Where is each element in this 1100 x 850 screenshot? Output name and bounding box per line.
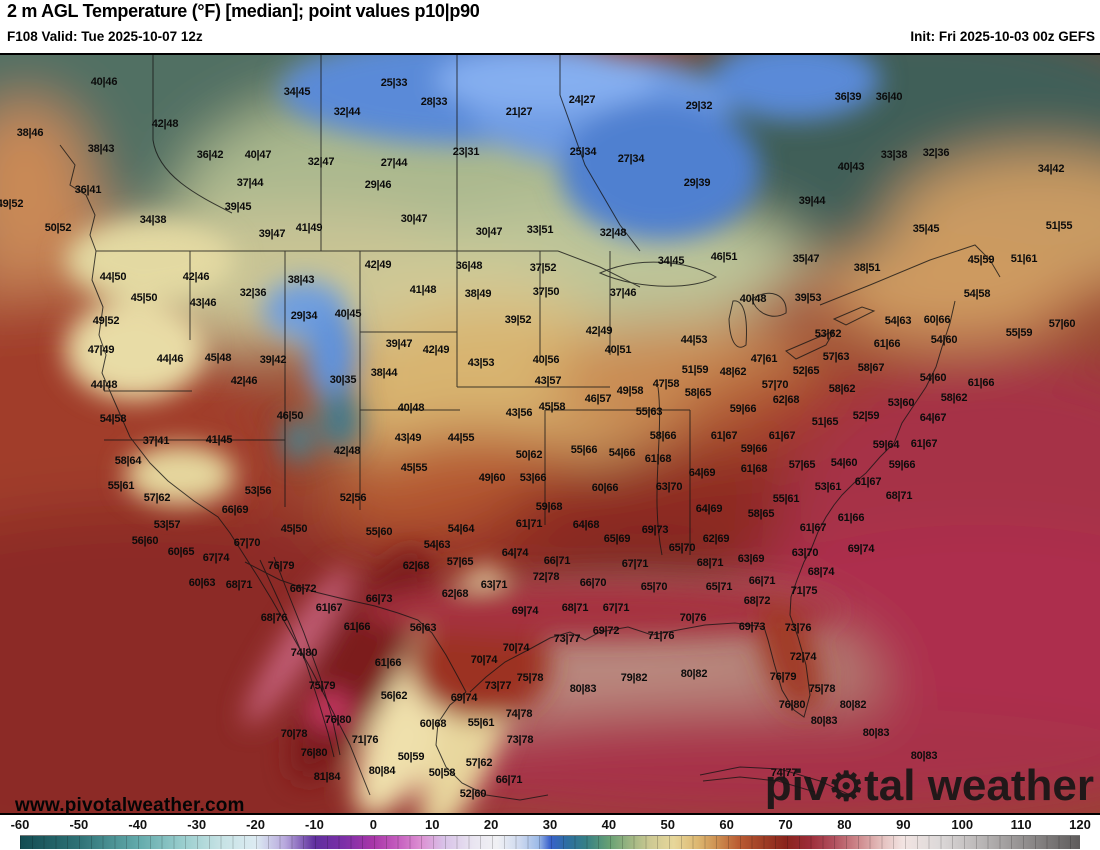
init-time: Init: Fri 2025-10-03 00z GEFS <box>910 29 1095 44</box>
colorbar-tick: 110 <box>1010 817 1032 832</box>
colorbar-gradient <box>20 835 1080 849</box>
map-title: 2 m AGL Temperature (°F) [median]; point… <box>7 1 480 21</box>
colorbar-tick: 50 <box>660 817 675 832</box>
colorbar-tick: 80 <box>837 817 852 832</box>
colorbar-tick: -20 <box>246 817 265 832</box>
colorbar-tick: 0 <box>369 817 377 832</box>
colorbar-tick: -30 <box>187 817 207 832</box>
colorbar-tick: -40 <box>128 817 148 832</box>
brand-watermark: piv⚙tal weather <box>765 764 1094 808</box>
gear-icon: ⚙ <box>828 765 865 809</box>
colorbar-tick: 20 <box>483 817 499 832</box>
temperature-colorbar: -60 -50 -40 -30 -20 -10 0 10 20 30 40 50 60 70 80 90 100… <box>0 815 1100 850</box>
brand-text-right: tal weather <box>864 761 1094 810</box>
temperature-map <box>0 53 1100 815</box>
colorbar-tick: 40 <box>601 817 617 832</box>
colorbar-tick: 90 <box>896 817 911 832</box>
colorbar-tick: 30 <box>542 817 558 832</box>
map-boundaries <box>59 55 1001 801</box>
colorbar-tick: 100 <box>951 817 974 832</box>
valid-time: F108 Valid: Tue 2025-10-07 12z <box>7 29 203 44</box>
colorbar-tick: 120 <box>1069 817 1091 832</box>
colorbar-tick: 70 <box>778 817 793 832</box>
colorbar-tick: -60 <box>10 817 30 832</box>
temperature-field <box>0 55 1100 813</box>
colorbar-tick: 10 <box>424 817 440 832</box>
colorbar-tick: -50 <box>69 817 89 832</box>
colorbar-tick: 60 <box>719 817 734 832</box>
website-watermark: www.pivotalweather.com <box>15 795 245 816</box>
brand-text-left: piv <box>764 761 829 810</box>
colorbar-tick: -10 <box>305 817 324 832</box>
title-bar: 2 m AGL Temperature (°F) [median]; point… <box>0 0 1100 53</box>
